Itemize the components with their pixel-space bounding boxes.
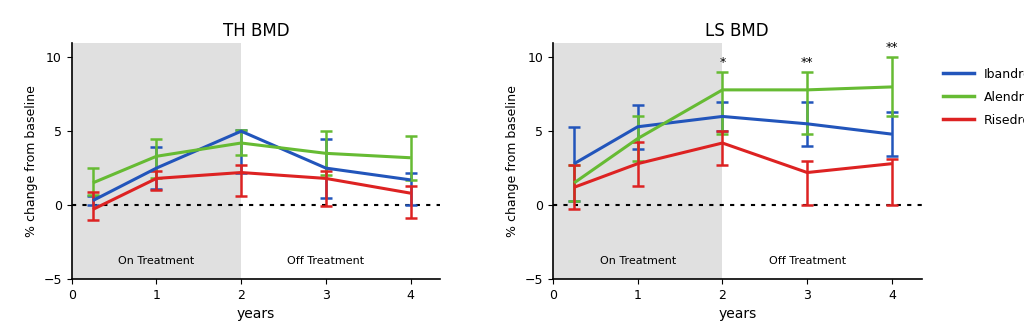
Text: **: ** (886, 41, 898, 54)
Text: **: ** (801, 56, 813, 69)
Title: TH BMD: TH BMD (222, 22, 290, 40)
Text: On Treatment: On Treatment (119, 256, 195, 266)
Text: *: * (719, 56, 726, 69)
Legend: Ibandronate, Alendronate, Risedronate: Ibandronate, Alendronate, Risedronate (943, 68, 1024, 127)
Bar (553, 43, 723, 279)
Bar (72, 43, 242, 279)
Y-axis label: % change from baseline: % change from baseline (25, 85, 38, 237)
Text: Off Treatment: Off Treatment (288, 256, 365, 266)
X-axis label: years: years (237, 307, 275, 321)
Text: Off Treatment: Off Treatment (769, 256, 846, 266)
X-axis label: years: years (718, 307, 757, 321)
Title: LS BMD: LS BMD (706, 22, 769, 40)
Text: On Treatment: On Treatment (600, 256, 676, 266)
Y-axis label: % change from baseline: % change from baseline (506, 85, 519, 237)
